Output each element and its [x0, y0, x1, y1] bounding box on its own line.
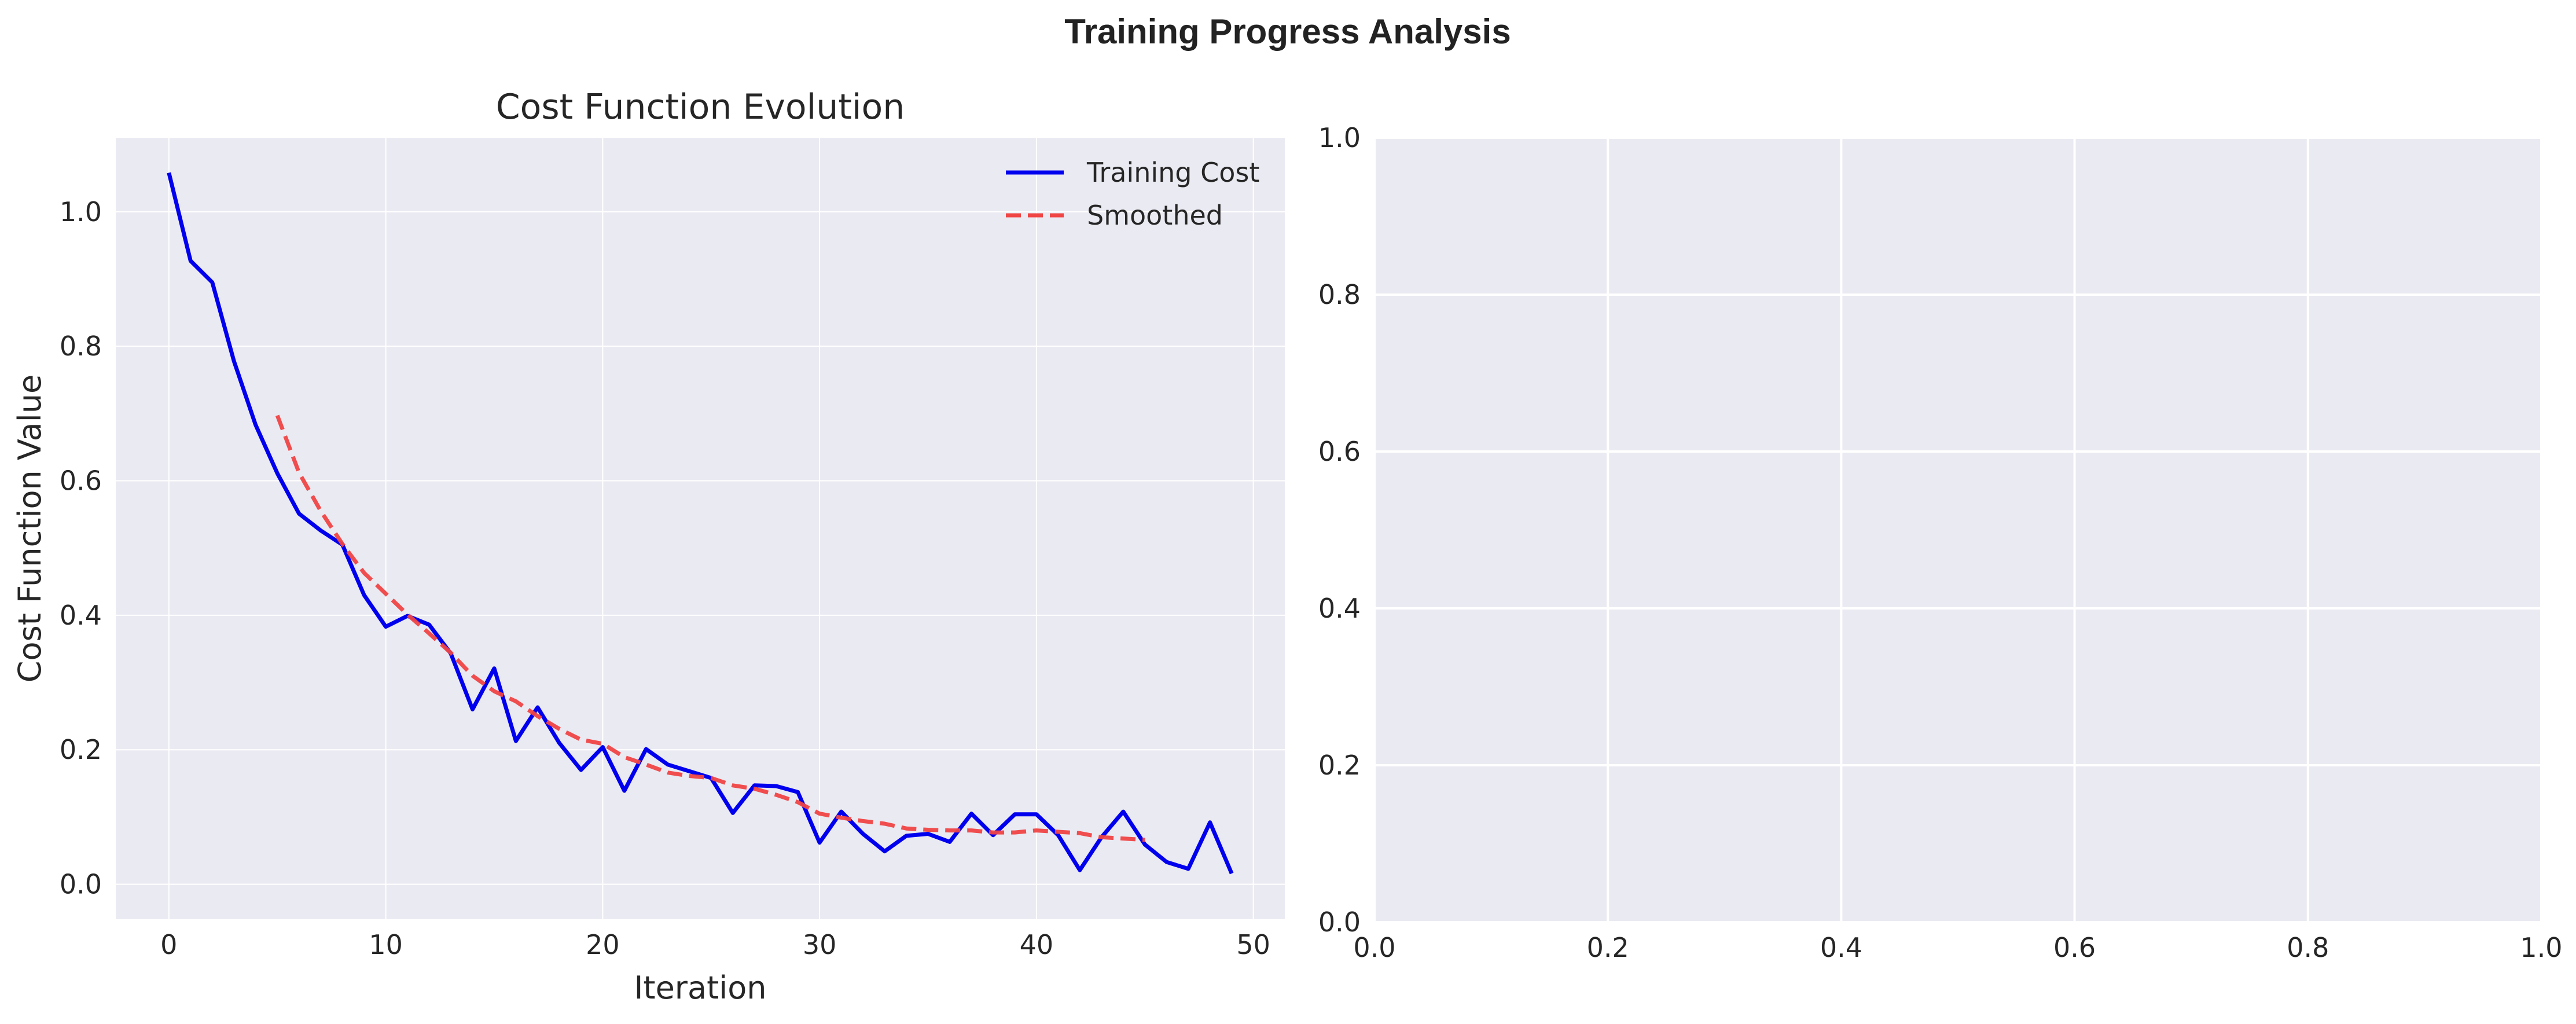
smoothed-series-line: [275, 414, 1145, 842]
empty-chart-x-tick-label: 0.0: [1353, 932, 1395, 963]
legend-smoothed-label: Smoothed: [1087, 200, 1223, 231]
cost-chart-y-tick-label: 1.0: [60, 196, 102, 227]
cost-chart-x-axis-label: Iteration: [634, 970, 766, 1006]
empty-chart-plot-area: [1375, 138, 2541, 922]
empty-chart-x-ticks: 0.0 0.2 0.4 0.6 0.8 1.0: [1353, 932, 2562, 963]
cost-chart-y-tick-label: 0.2: [60, 734, 102, 765]
empty-chart-y-tick-label: 1.0: [1318, 122, 1361, 153]
cost-chart-lines: [167, 172, 1234, 875]
empty-chart-y-ticks: 0.0 0.2 0.4 0.6 0.8 1.0: [1318, 122, 1361, 938]
cost-chart-x-tick-label: 10: [369, 929, 403, 960]
figure-suptitle: Training Progress Analysis: [1064, 12, 1511, 51]
empty-chart-y-tick-label: 0.8: [1318, 279, 1361, 310]
cost-chart-y-axis-label: Cost Function Value: [12, 375, 48, 682]
cost-chart-y-ticks: 0.0 0.2 0.4 0.6 0.8 1.0: [60, 196, 102, 900]
cost-chart-y-tick-label: 0.6: [60, 465, 102, 497]
cost-chart-y-tick-label: 0.8: [60, 331, 102, 362]
cost-chart-y-tick-label: 0.0: [60, 869, 102, 900]
empty-chart-panel: 0.0 0.2 0.4 0.6 0.8 1.0 0.0 0.2 0.4 0.6 0.8 1.0: [1318, 122, 2563, 963]
empty-chart-grid: [1373, 137, 2542, 923]
cost-chart-x-tick-label: 40: [1020, 929, 1054, 960]
cost-chart-legend: Training Cost Smoothed: [1006, 157, 1259, 231]
cost-chart-x-tick-label: 30: [803, 929, 837, 960]
empty-chart-y-tick-label: 0.2: [1318, 750, 1361, 781]
cost-chart-grid: [116, 138, 1285, 919]
cost-chart-title: Cost Function Evolution: [496, 87, 905, 127]
empty-chart-y-tick-label: 0.4: [1318, 593, 1361, 624]
empty-chart-x-tick-label: 1.0: [2520, 932, 2562, 963]
empty-chart-x-tick-label: 0.2: [1587, 932, 1629, 963]
empty-chart-x-tick-label: 0.4: [1820, 932, 1862, 963]
empty-chart-x-tick-label: 0.6: [2053, 932, 2096, 963]
cost-chart-y-tick-label: 0.4: [60, 600, 102, 631]
cost-chart-x-ticks: 0 10 20 30 40 50: [160, 929, 1270, 960]
empty-chart-y-tick-label: 0.6: [1318, 436, 1361, 467]
cost-chart-x-tick-label: 20: [586, 929, 620, 960]
legend-training-cost-label: Training Cost: [1086, 157, 1259, 188]
empty-chart-x-tick-label: 0.8: [2287, 932, 2329, 963]
cost-chart-x-tick-label: 0: [160, 929, 177, 960]
cost-chart-x-tick-label: 50: [1236, 929, 1270, 960]
cost-chart-plot-area: [116, 138, 1285, 919]
training-cost-series-line: [167, 172, 1234, 875]
empty-chart-y-tick-label: 0.0: [1318, 906, 1361, 938]
cost-chart-panel: 0 10 20 30 40 50 0.0 0.2 0.4 0.6 0.8 1.0 Cost Func…: [12, 87, 1285, 1006]
